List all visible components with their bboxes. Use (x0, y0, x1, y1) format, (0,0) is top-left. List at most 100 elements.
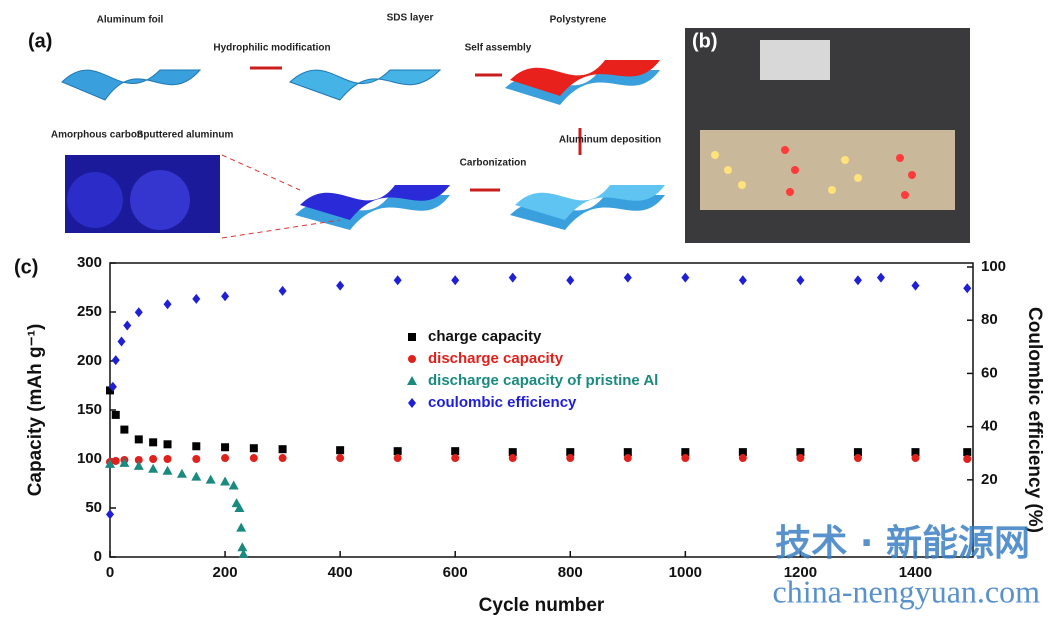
schematic-label: SDS layer (387, 13, 434, 24)
y-tick-label: 50 (85, 499, 102, 516)
data-point (681, 454, 689, 462)
y2-tick-label: 80 (981, 311, 998, 328)
schematic-label: Polystyrene (550, 15, 607, 26)
y-tick-label: 150 (77, 401, 102, 418)
data-point (236, 523, 246, 532)
x-tick-label: 400 (328, 564, 353, 581)
data-point (624, 454, 632, 462)
data-point (394, 447, 402, 455)
data-point (177, 469, 187, 478)
schematic-label: Amorphous carbon (51, 130, 143, 141)
data-point (509, 454, 517, 462)
watermark: 技术 · 新能源网 (775, 523, 1030, 564)
data-point (336, 454, 344, 462)
data-point (163, 466, 173, 475)
data-point (739, 454, 747, 462)
legend-label: discharge capacity (428, 350, 564, 367)
y2-tick-label: 100 (981, 258, 1006, 275)
data-point (279, 454, 287, 462)
x-tick-label: 1000 (669, 564, 702, 581)
data-point (854, 275, 862, 285)
photo (685, 28, 970, 243)
y-tick-label: 300 (77, 254, 102, 271)
data-point (279, 286, 287, 296)
panel-label: (a) (28, 30, 52, 52)
data-point (566, 275, 574, 285)
schematic-label: Hydrophilic modification (213, 43, 330, 54)
data-point (963, 283, 971, 293)
data-point (279, 445, 287, 453)
data-point (221, 443, 229, 451)
data-point (134, 461, 144, 470)
data-point (148, 464, 158, 473)
data-point (135, 307, 143, 317)
data-point (963, 448, 971, 456)
panel-label: (b) (692, 30, 718, 52)
data-point (192, 442, 200, 450)
y-tick-label: 250 (77, 303, 102, 320)
x-tick-label: 200 (213, 564, 238, 581)
watermark: china-nengyuan.com (773, 573, 1041, 609)
x-axis-title: Cycle number (479, 595, 605, 616)
schematic-label: Sputtered aluminum (137, 130, 234, 141)
data-point (911, 281, 919, 291)
data-point (220, 477, 230, 486)
data-point (106, 509, 114, 519)
schematic-label: Carbonization (460, 158, 527, 169)
data-point (149, 455, 157, 463)
data-point (135, 435, 143, 443)
data-point (624, 273, 632, 283)
data-point (164, 299, 172, 309)
data-point (123, 321, 131, 331)
data-point (451, 454, 459, 462)
data-point (336, 446, 344, 454)
data-point (164, 455, 172, 463)
data-point (739, 275, 747, 285)
data-point (566, 454, 574, 462)
y2-tick-label: 60 (981, 364, 998, 381)
y2-tick-label: 40 (981, 418, 998, 435)
data-point (191, 472, 201, 481)
data-point (451, 275, 459, 285)
data-point (336, 281, 344, 291)
data-point (164, 440, 172, 448)
data-point (221, 291, 229, 301)
figure: (a)(b)(c)Aluminum foilHydrophilic modifi… (0, 0, 1048, 621)
legend-label: charge capacity (428, 328, 542, 345)
panel-label: (c) (14, 256, 38, 278)
legend-label: discharge capacity of pristine Al (428, 372, 658, 389)
data-point (854, 454, 862, 462)
data-point (394, 454, 402, 462)
data-point (877, 273, 885, 283)
data-point (118, 336, 126, 346)
y-axis-title: Capacity (mAh g⁻¹) (25, 324, 46, 497)
data-point (112, 457, 120, 465)
schematic-label: Aluminum deposition (559, 135, 661, 146)
data-point (192, 455, 200, 463)
data-point (250, 454, 258, 462)
data-point (509, 273, 517, 283)
data-point (394, 275, 402, 285)
schematic-label: Self assembly (465, 43, 532, 54)
legend-marker (408, 333, 416, 341)
data-point (963, 455, 971, 463)
data-point (451, 447, 459, 455)
data-point (681, 273, 689, 283)
legend-label: coulombic efficiency (428, 394, 577, 411)
x-tick-label: 0 (106, 564, 114, 581)
legend-marker (408, 398, 416, 408)
legend-marker (407, 376, 417, 385)
data-point (911, 454, 919, 462)
y-tick-label: 100 (77, 450, 102, 467)
data-point (120, 426, 128, 434)
data-point (237, 542, 247, 551)
data-point (112, 411, 120, 419)
y-tick-label: 200 (77, 352, 102, 369)
data-point (149, 438, 157, 446)
data-point (192, 294, 200, 304)
data-point (796, 454, 804, 462)
y-tick-label: 0 (94, 548, 102, 565)
x-tick-label: 800 (558, 564, 583, 581)
schematic (62, 60, 665, 238)
data-point (796, 275, 804, 285)
